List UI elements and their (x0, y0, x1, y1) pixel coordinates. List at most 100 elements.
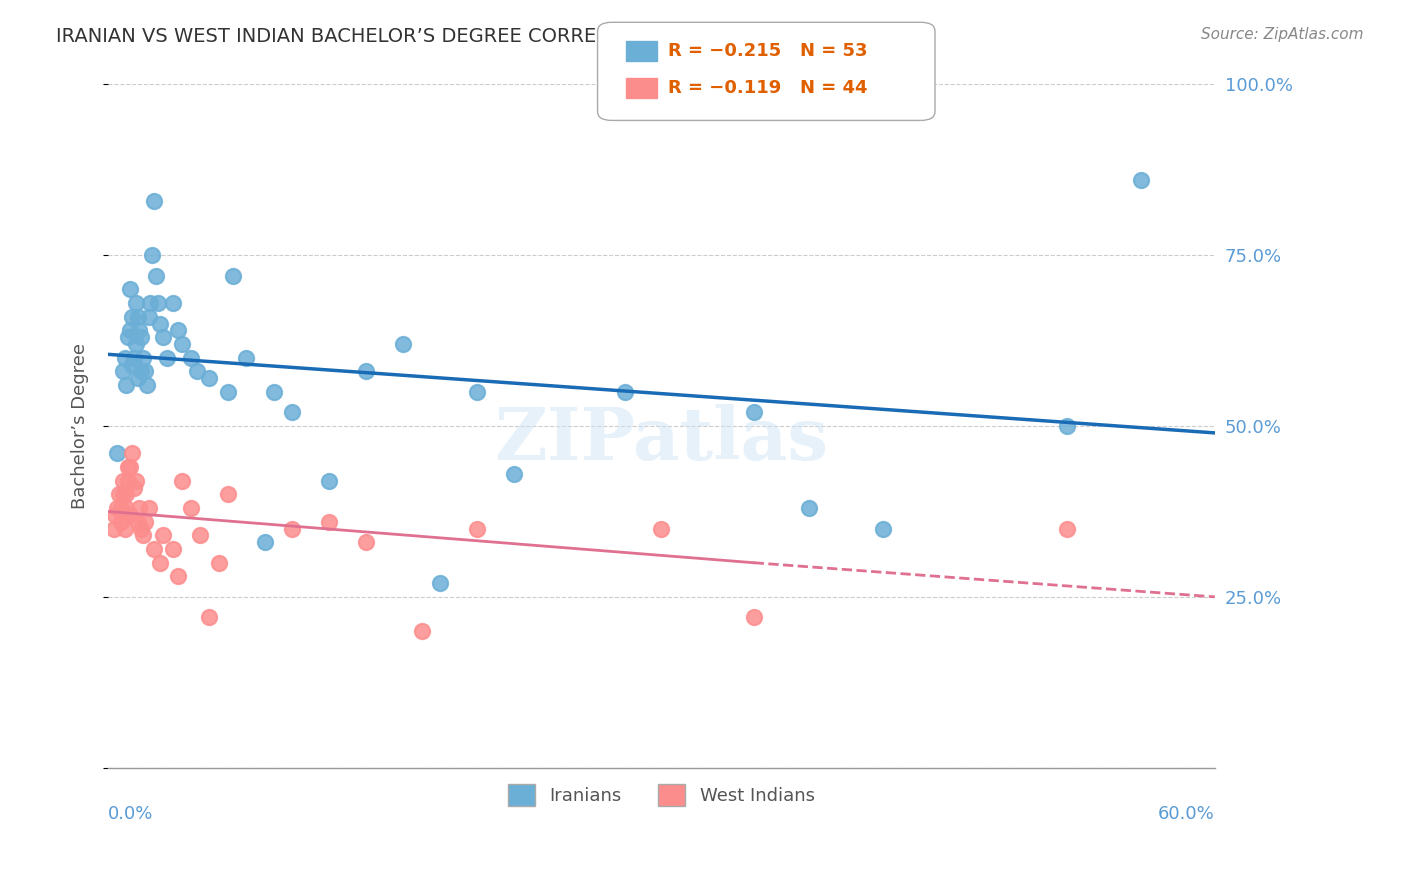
Point (124, 474, 146, 488)
Point (263, 384, 285, 399)
Point (650, 522, 672, 536)
Point (111, 474, 134, 488)
Point (145, 268, 167, 283)
Text: R = −0.119   N = 44: R = −0.119 N = 44 (668, 79, 868, 97)
Point (135, 378, 157, 392)
Point (134, 515, 156, 529)
Point (208, 556, 231, 570)
Point (117, 460, 139, 475)
Point (188, 528, 211, 542)
Point (122, 481, 145, 495)
Point (180, 351, 202, 365)
Point (146, 296, 169, 310)
Point (103, 522, 125, 536)
Point (120, 508, 142, 522)
Point (114, 351, 136, 365)
Text: ZIPatlas: ZIPatlas (495, 404, 828, 475)
Point (281, 522, 304, 536)
Point (117, 474, 139, 488)
Point (124, 337, 146, 351)
Point (115, 378, 138, 392)
Point (128, 323, 150, 337)
Text: 60.0%: 60.0% (1159, 805, 1215, 823)
Point (132, 528, 155, 542)
Point (129, 522, 152, 536)
Point (110, 501, 132, 516)
Point (222, 268, 245, 283)
Point (111, 364, 134, 378)
Point (121, 310, 143, 324)
Point (132, 351, 155, 365)
Text: IRANIAN VS WEST INDIAN BACHELOR’S DEGREE CORRELATION CHART: IRANIAN VS WEST INDIAN BACHELOR’S DEGREE… (56, 27, 740, 45)
Point (114, 508, 136, 522)
Point (143, 542, 166, 557)
Text: 0.0%: 0.0% (108, 805, 153, 823)
Point (129, 364, 152, 378)
Point (162, 296, 184, 310)
Point (1130, 173, 1153, 187)
Point (167, 569, 190, 583)
Point (411, 624, 433, 638)
Point (392, 337, 415, 351)
Point (354, 364, 377, 378)
Point (167, 323, 190, 337)
Point (465, 384, 488, 399)
Point (152, 528, 174, 542)
Point (318, 474, 340, 488)
Point (120, 323, 142, 337)
Point (115, 501, 138, 516)
Point (235, 351, 257, 365)
Point (613, 384, 636, 399)
Point (149, 317, 172, 331)
Point (281, 405, 304, 419)
Point (104, 508, 127, 522)
Point (111, 487, 134, 501)
Point (139, 296, 162, 310)
Point (138, 501, 160, 516)
Point (114, 522, 136, 536)
Point (198, 371, 221, 385)
Point (141, 248, 163, 262)
Point (108, 487, 131, 501)
Point (502, 467, 524, 481)
Point (143, 194, 166, 208)
Point (872, 522, 894, 536)
Point (170, 474, 193, 488)
Point (121, 358, 143, 372)
Point (149, 556, 172, 570)
Point (124, 296, 146, 310)
Point (162, 542, 184, 557)
Legend: Iranians, West Indians: Iranians, West Indians (501, 777, 823, 814)
Point (742, 405, 765, 419)
Point (797, 501, 820, 516)
Point (186, 364, 208, 378)
Point (1056, 419, 1078, 434)
Point (1056, 522, 1078, 536)
Point (465, 522, 488, 536)
Y-axis label: Bachelor’s Degree: Bachelor’s Degree (72, 343, 89, 509)
Point (198, 610, 221, 624)
Point (120, 282, 142, 296)
Point (138, 310, 160, 324)
Point (127, 515, 149, 529)
Point (253, 535, 276, 549)
Point (156, 351, 179, 365)
Point (742, 610, 765, 624)
Text: R = −0.215   N = 53: R = −0.215 N = 53 (668, 42, 868, 60)
Point (134, 364, 156, 378)
Point (129, 330, 152, 344)
Point (217, 487, 239, 501)
Point (120, 460, 142, 475)
Point (115, 487, 138, 501)
Point (127, 371, 149, 385)
Point (318, 515, 340, 529)
Point (354, 535, 377, 549)
Point (217, 384, 239, 399)
Point (127, 310, 149, 324)
Point (170, 337, 193, 351)
Point (105, 446, 128, 460)
Point (121, 446, 143, 460)
Point (117, 330, 139, 344)
Point (110, 515, 132, 529)
Point (128, 501, 150, 516)
